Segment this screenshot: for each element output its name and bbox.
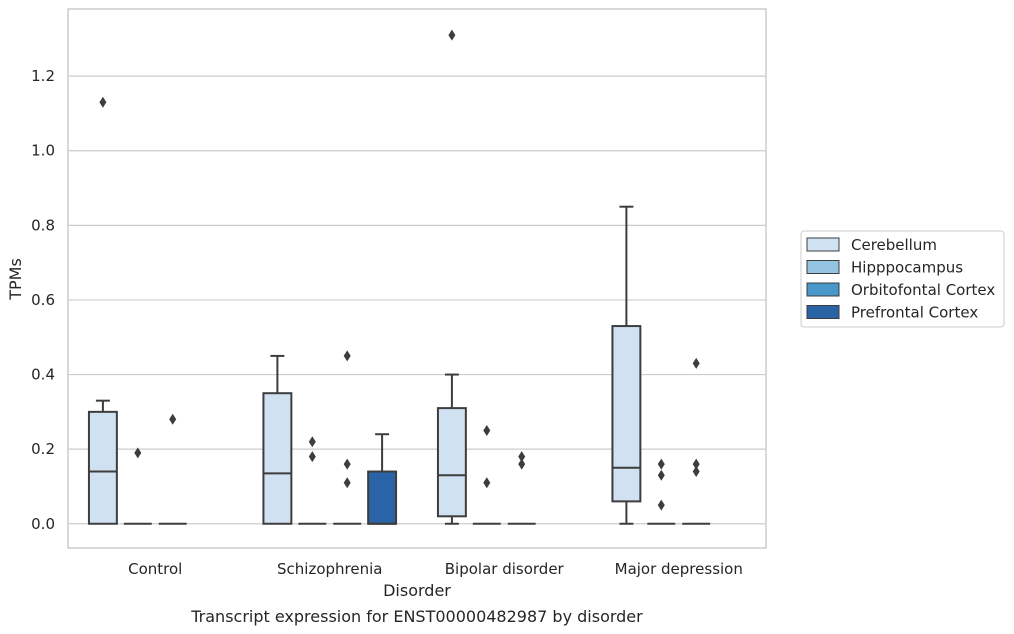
box-cerebellum (611, 205, 642, 525)
outlier-point (692, 357, 700, 369)
box-body (87, 410, 118, 525)
x-tick-label: Schizophrenia (277, 560, 382, 578)
outlier-point (343, 350, 351, 362)
box-body (436, 407, 467, 518)
box-body (611, 325, 642, 503)
y-axis-label: TPMs (6, 258, 25, 301)
legend-label: Hipppocampus (851, 259, 963, 277)
y-tick-label: 0.4 (31, 366, 55, 384)
box-cerebellum (436, 29, 467, 525)
y-tick-label: 0.8 (31, 216, 55, 234)
legend-swatch (806, 237, 840, 252)
y-tick-label: 0.0 (31, 515, 55, 533)
box-prefrontal-cortex (367, 433, 398, 525)
outlier-point (308, 451, 316, 463)
legend: Cerebellum Hipppocampus Orbitofontal Corte… (800, 230, 1005, 328)
box-orbitofontal-cortex (158, 413, 187, 525)
box-cerebellum (87, 96, 118, 525)
box-body (262, 392, 293, 525)
chart-caption: Transcript expression for ENST0000048298… (190, 607, 643, 626)
y-tick-label: 0.2 (31, 440, 55, 458)
box-orbitofontal-cortex (507, 451, 536, 525)
outlier-point (518, 451, 526, 463)
outlier-point (657, 458, 665, 470)
outlier-point (692, 466, 700, 478)
box-orbitofontal-cortex (333, 350, 362, 525)
legend-swatch (806, 282, 840, 297)
outlier-point (343, 477, 351, 489)
outlier-point (692, 458, 700, 470)
y-tick-labels: 0.0 0.2 0.4 0.6 0.8 1.0 1.2 (31, 67, 55, 533)
box-layer (87, 29, 711, 525)
x-tick-labels: Control Schizophrenia Bipolar disorder Majo… (128, 560, 743, 578)
outlier-point (483, 477, 491, 489)
x-tick-label: Bipolar disorder (445, 560, 565, 578)
outlier-point (169, 413, 177, 425)
outlier-point (483, 425, 491, 437)
legend-label: Orbitofontal Cortex (851, 281, 995, 299)
box-body (367, 470, 398, 525)
outlier-point (343, 458, 351, 470)
box-cerebellum (262, 354, 293, 525)
x-tick-label: Major depression (615, 560, 743, 578)
outlier-point (518, 458, 526, 470)
plot-area-frame (67, 8, 767, 549)
box-hipppocampus (298, 436, 327, 525)
legend-frame (800, 230, 1005, 328)
box-hipppocampus (472, 425, 501, 525)
outlier-point (134, 447, 142, 459)
y-tick-label: 1.2 (31, 67, 55, 85)
legend-label: Cerebellum (851, 236, 937, 254)
outlier-point (657, 499, 665, 511)
legend-swatch (806, 305, 840, 319)
outlier-point (657, 469, 665, 481)
x-tick-label: Control (128, 560, 182, 578)
y-tick-label: 1.0 (31, 142, 55, 160)
box-orbitofontal-cortex (682, 357, 711, 525)
outlier-point (448, 29, 456, 41)
box-hipppocampus (647, 458, 676, 525)
outlier-point (308, 436, 316, 448)
y-tick-label: 0.6 (31, 291, 55, 309)
grid-lines (68, 75, 766, 525)
legend-label: Prefrontal Cortex (851, 304, 978, 322)
outlier-point (99, 96, 107, 108)
x-axis-label: Disorder (383, 581, 451, 600)
box-hipppocampus (123, 447, 152, 525)
legend-swatch (806, 260, 840, 274)
